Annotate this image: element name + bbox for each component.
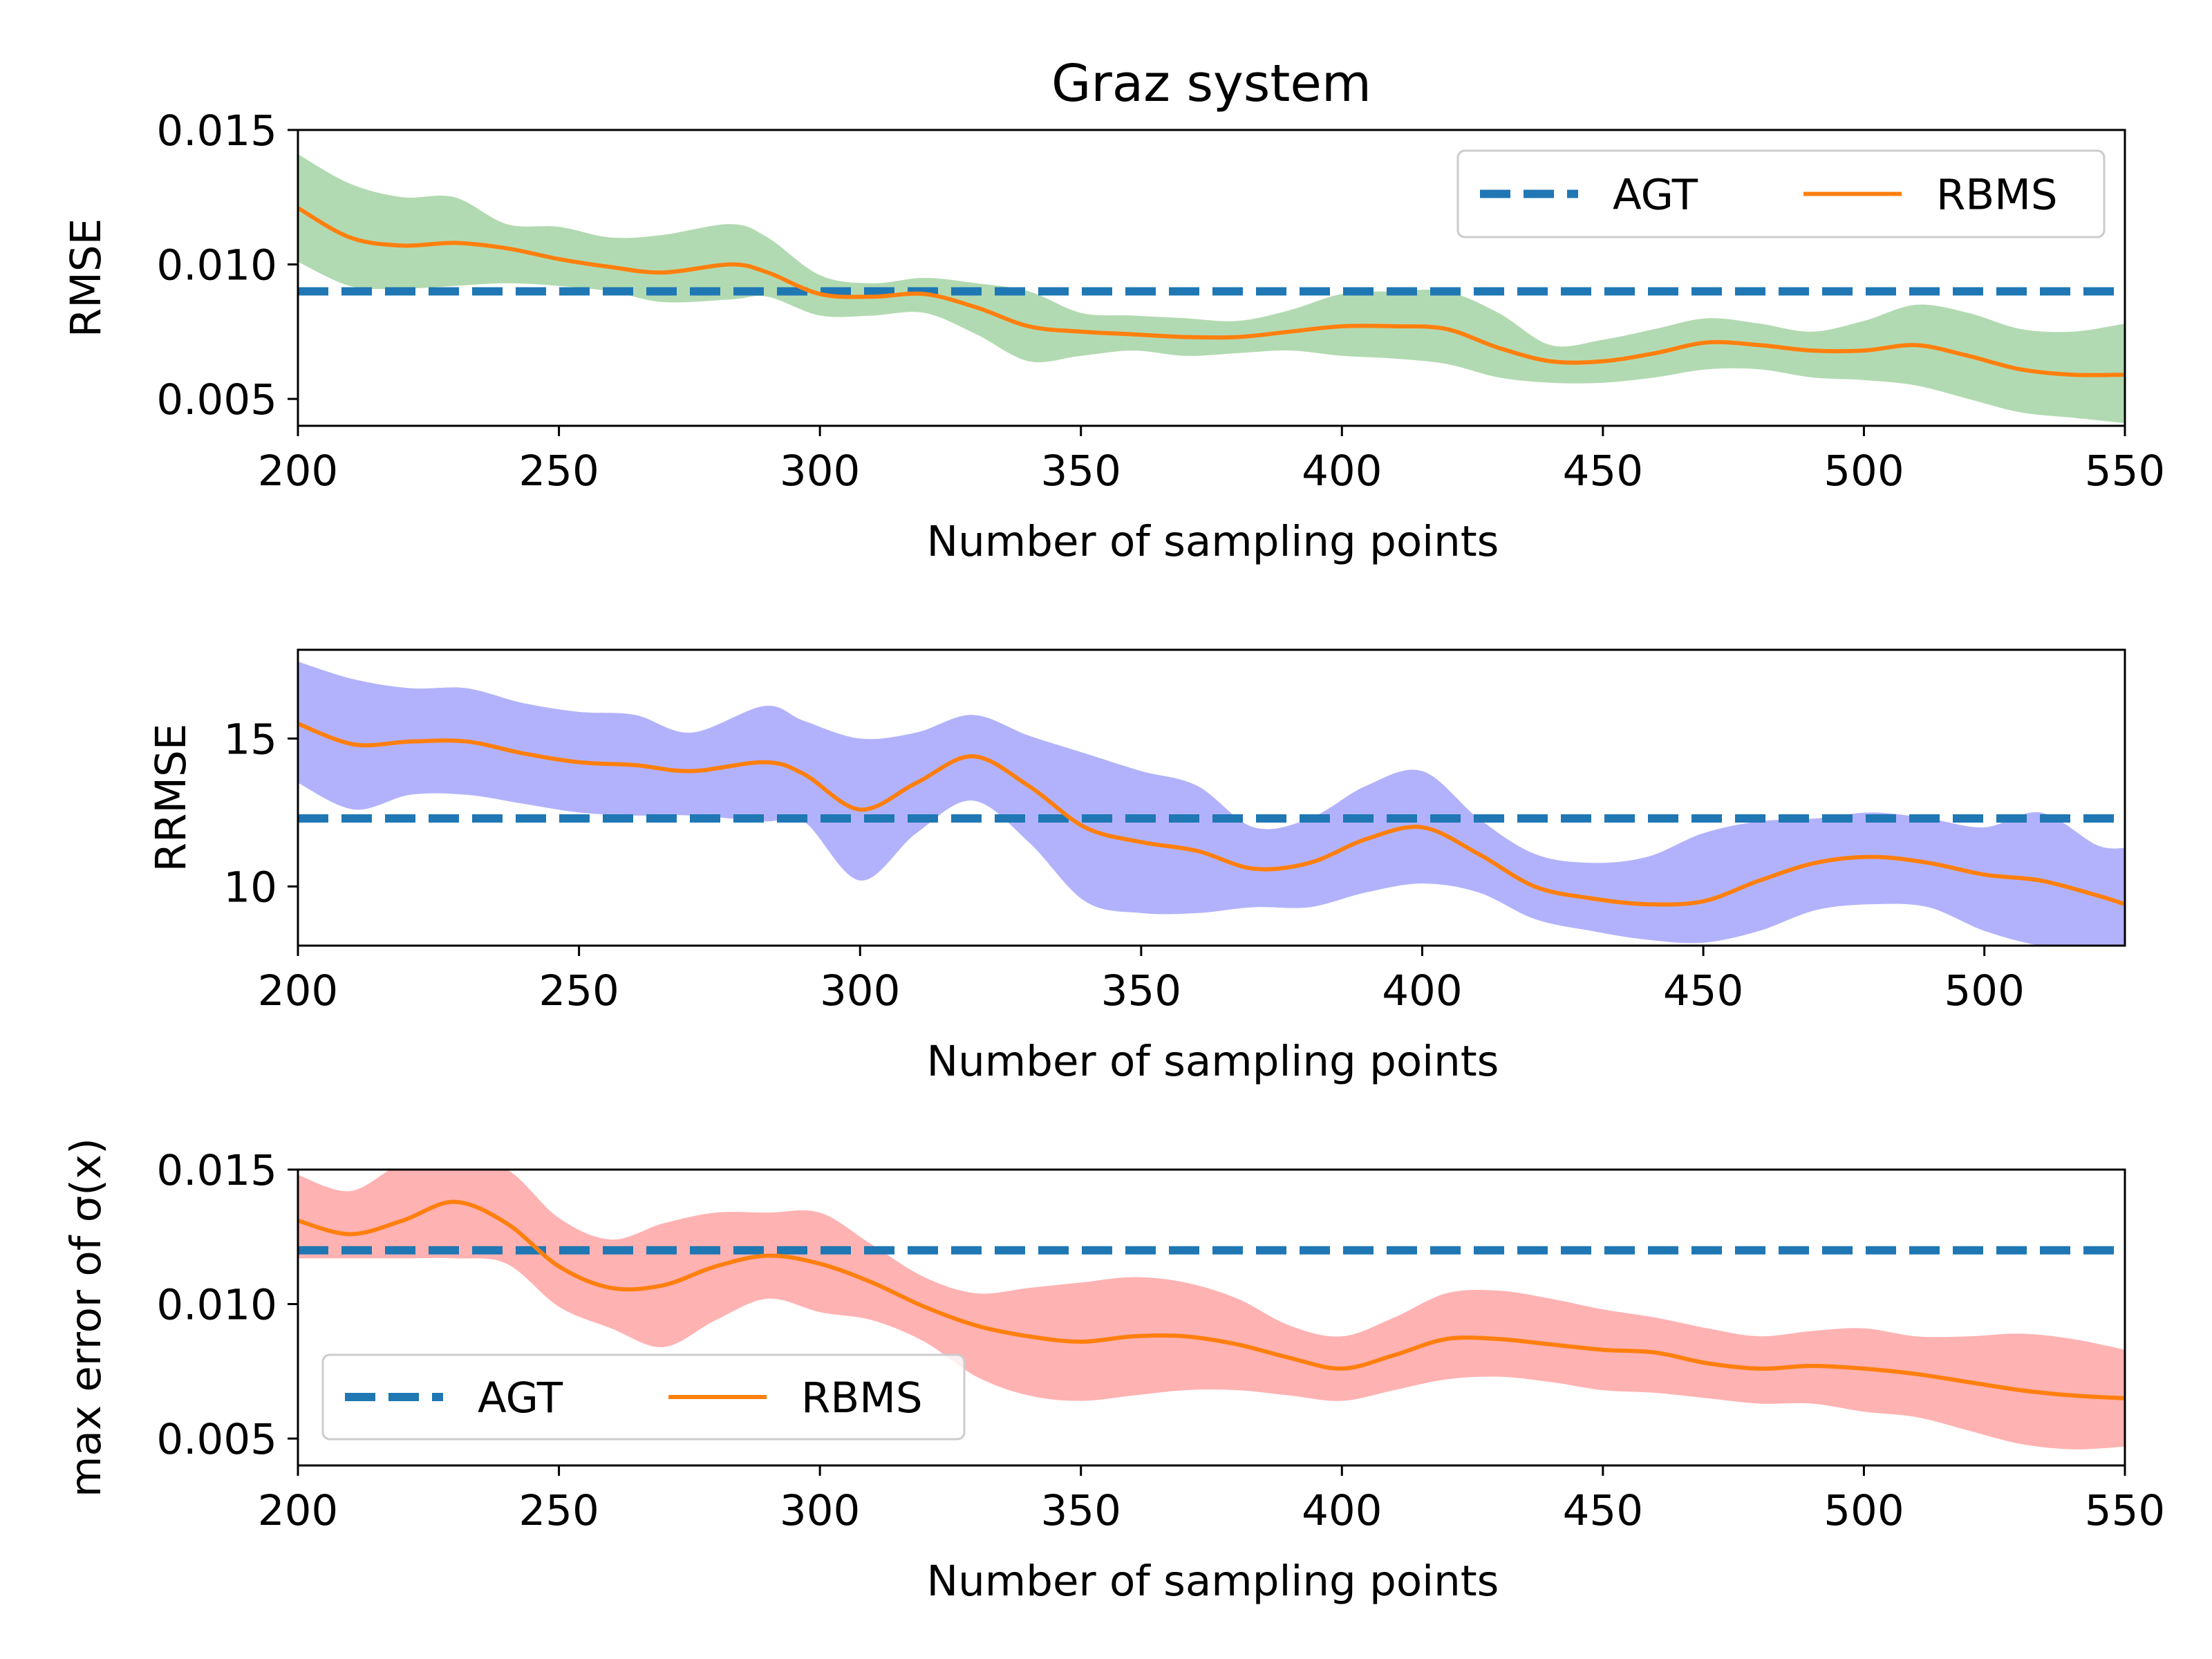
- x-axis-title: Number of sampling points: [927, 1557, 1499, 1606]
- y-tick-label: 15: [223, 715, 277, 764]
- y-tick-label: 0.015: [156, 1146, 277, 1195]
- x-tick-label: 350: [1040, 447, 1121, 496]
- x-tick-label: 300: [780, 1486, 860, 1535]
- confidence-band: [298, 662, 2125, 946]
- legend-agt-label: AGT: [1613, 171, 1698, 220]
- x-axis-title: Number of sampling points: [927, 517, 1499, 566]
- y-tick-label: 0.010: [156, 241, 277, 290]
- plot-area: [298, 662, 2125, 946]
- x-tick-label: 200: [258, 447, 338, 496]
- legend-rbms-label: RBMS: [801, 1374, 923, 1423]
- x-tick-label: 550: [2085, 447, 2165, 496]
- x-tick-label: 300: [780, 447, 860, 496]
- confidence-band: [298, 1170, 2125, 1450]
- panel-1: 200 250 300 350 400 450 500 550 0.005 0.010 0.015 N…: [62, 54, 2165, 566]
- y-axis-title: RRMSE: [147, 724, 196, 872]
- x-tick-label: 250: [538, 966, 619, 1015]
- legend-box: [321, 1353, 966, 1441]
- chart-title: Graz system: [1051, 54, 1371, 113]
- panel-3: 200 250 300 350 400 450 500 550 0.005 0.010 0.015 N…: [62, 1138, 2165, 1606]
- panel-2: 200 250 300 350 400 450 500 10 15 Number of sampl…: [147, 149, 2126, 1086]
- x-tick-label: 500: [1944, 966, 2024, 1015]
- x-tick-label: 500: [1824, 1486, 1904, 1535]
- confidence-band: [298, 154, 2125, 424]
- x-tick-label: 450: [1563, 447, 1643, 496]
- rbms-line: [298, 205, 2125, 377]
- y-tick-label: 0.015: [156, 106, 277, 156]
- x-tick-label: 500: [1824, 447, 1904, 496]
- x-tick-label: 400: [1302, 1486, 1382, 1535]
- legend-box: [1456, 149, 2106, 238]
- x-tick-label: 200: [258, 966, 338, 1015]
- x-tick-label: 250: [518, 447, 599, 496]
- x-tick-label: 300: [820, 966, 900, 1015]
- plot-area: [298, 154, 2125, 424]
- x-tick-label: 400: [1302, 447, 1382, 496]
- x-tick-label: 250: [518, 1486, 599, 1535]
- y-tick-label: 10: [223, 863, 277, 912]
- axes-frame: [297, 129, 2126, 427]
- x-tick-label: 450: [1563, 1486, 1643, 1535]
- x-tick-label: 550: [2085, 1486, 2165, 1535]
- x-tick-label: 450: [1663, 966, 1743, 1015]
- y-axis-title: RMSE: [62, 218, 111, 337]
- x-tick-label: 400: [1382, 966, 1462, 1015]
- legend: AGT RBMS: [321, 1353, 966, 1441]
- x-axis-title: Number of sampling points: [927, 1037, 1499, 1086]
- x-tick-label: 350: [1040, 1486, 1121, 1535]
- y-axis-title: max error of σ(x): [62, 1138, 111, 1497]
- plot-area: [298, 1170, 2125, 1450]
- x-tick-label: 350: [1101, 966, 1181, 1015]
- axes-frame: [297, 1168, 2126, 1467]
- legend: AGT RBMS: [1456, 149, 2106, 238]
- x-tick-label: 200: [258, 1486, 338, 1535]
- rbms-line: [298, 1199, 2125, 1400]
- y-tick-label: 0.005: [156, 1415, 277, 1464]
- legend-agt-label: AGT: [478, 1374, 563, 1423]
- y-tick-label: 0.010: [156, 1281, 277, 1330]
- rbms-line: [298, 721, 2125, 907]
- legend-rbms-label: RBMS: [1936, 171, 2058, 220]
- y-tick-label: 0.005: [156, 375, 277, 424]
- axes-frame: [297, 648, 2126, 947]
